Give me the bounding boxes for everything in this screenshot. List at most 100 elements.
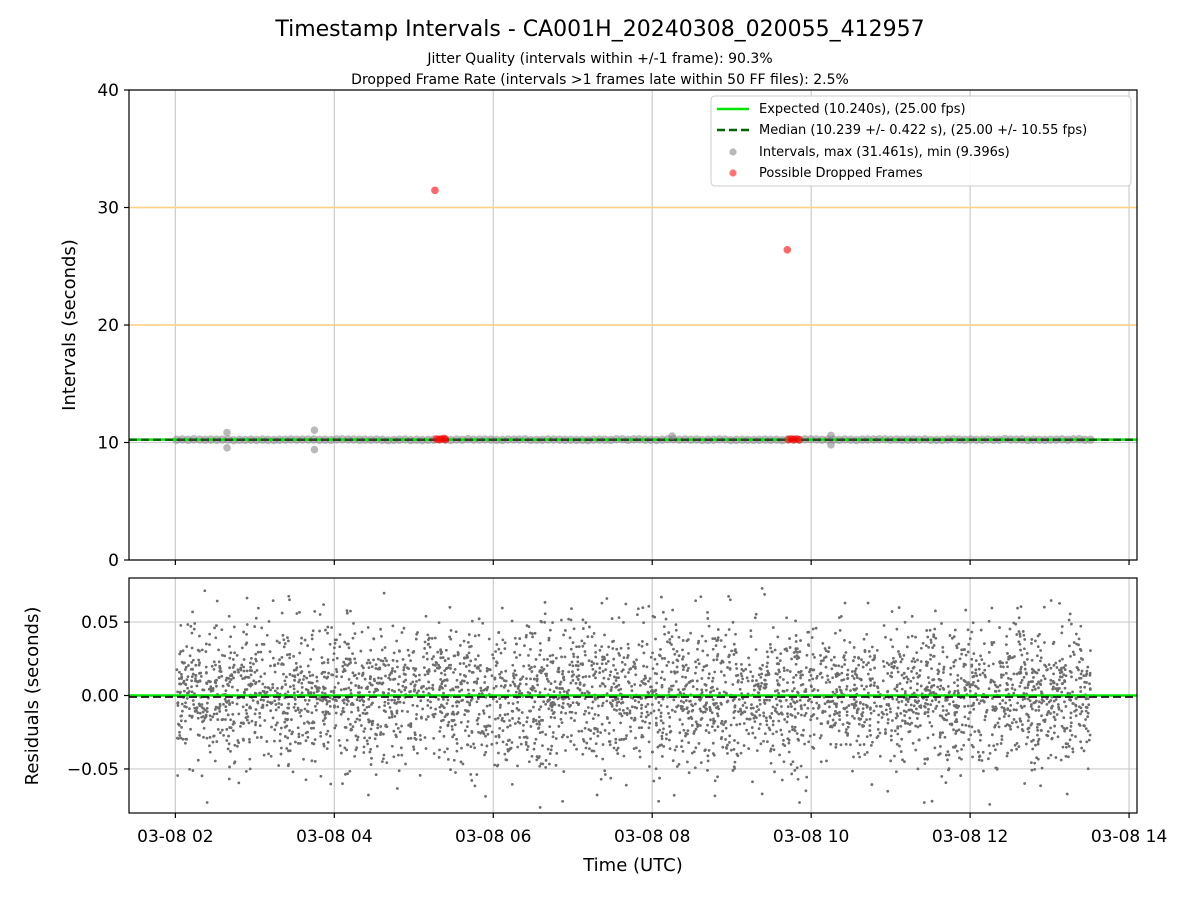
residual-point <box>1035 756 1038 759</box>
residual-point <box>220 670 223 673</box>
residual-point <box>341 665 344 668</box>
residual-point <box>475 773 478 776</box>
residual-point <box>791 725 794 728</box>
residual-point <box>837 664 840 667</box>
residual-point <box>1084 718 1087 721</box>
x-tick-label: 03-08 06 <box>455 827 531 847</box>
residual-point <box>415 680 418 683</box>
residual-point <box>782 678 785 681</box>
residual-point <box>208 744 211 747</box>
residual-point <box>1024 668 1027 671</box>
residual-point <box>1024 686 1027 689</box>
residual-point <box>795 634 798 637</box>
residual-point <box>446 667 449 670</box>
residual-point <box>354 684 357 687</box>
residual-point <box>749 670 752 673</box>
residual-point <box>939 736 942 739</box>
residual-point <box>920 660 923 663</box>
residual-point <box>575 748 578 751</box>
residual-point <box>495 643 498 646</box>
residual-point <box>949 634 952 637</box>
residual-point <box>253 671 256 674</box>
residual-point <box>507 702 510 705</box>
interval-outlier-point <box>668 432 676 440</box>
residual-point <box>1001 735 1004 738</box>
residual-point <box>282 634 285 637</box>
residual-point <box>876 685 879 688</box>
residual-point <box>998 689 1001 692</box>
residual-point <box>807 643 810 646</box>
residual-point <box>796 657 799 660</box>
residual-point <box>382 757 385 760</box>
residual-point <box>623 656 626 659</box>
residual-point <box>867 602 870 605</box>
residual-point <box>765 716 768 719</box>
residual-point <box>838 718 841 721</box>
residual-point <box>832 719 835 722</box>
residual-point <box>471 731 474 734</box>
residual-point <box>647 680 650 683</box>
residual-point <box>330 626 333 629</box>
residual-point <box>215 685 218 688</box>
residual-point <box>1040 679 1043 682</box>
residual-point <box>1012 692 1015 695</box>
residual-point <box>1019 635 1022 638</box>
residual-point <box>991 733 994 736</box>
residual-point <box>499 714 502 717</box>
residual-point <box>670 670 673 673</box>
residual-point <box>375 733 378 736</box>
residual-point <box>549 629 552 632</box>
residual-point <box>687 652 690 655</box>
residual-point <box>385 761 388 764</box>
residual-point <box>495 685 498 688</box>
residual-point <box>240 674 243 677</box>
residual-point <box>962 731 965 734</box>
residual-point <box>711 686 714 689</box>
residual-point <box>657 709 660 712</box>
residual-point <box>513 651 516 654</box>
residual-point <box>402 669 405 672</box>
residual-point <box>198 661 201 664</box>
residual-point <box>1057 735 1060 738</box>
residual-point <box>1006 683 1009 686</box>
residual-point <box>305 739 308 742</box>
residual-point <box>348 678 351 681</box>
residual-point <box>205 672 208 675</box>
residual-point <box>452 671 455 674</box>
residual-point <box>984 674 987 677</box>
residual-point <box>805 666 808 669</box>
residual-point <box>1012 621 1015 624</box>
residual-point <box>209 751 212 754</box>
residual-point <box>187 664 190 667</box>
residual-point <box>905 710 908 713</box>
residual-point <box>920 685 923 688</box>
residual-point <box>346 698 349 701</box>
residual-point <box>954 720 957 723</box>
residual-point <box>532 718 535 721</box>
residual-point <box>903 714 906 717</box>
residual-point <box>417 690 420 693</box>
residual-point <box>634 699 637 702</box>
residual-point <box>879 755 882 758</box>
residual-point <box>900 661 903 664</box>
residual-point <box>318 687 321 690</box>
residual-point <box>441 681 444 684</box>
residual-point <box>180 714 183 717</box>
residual-point <box>953 704 956 707</box>
residual-point <box>681 723 684 726</box>
residual-point <box>845 651 848 654</box>
residual-point <box>754 736 757 739</box>
residual-point <box>256 736 259 739</box>
residual-point <box>362 673 365 676</box>
residual-point <box>1028 716 1031 719</box>
residual-point <box>803 714 806 717</box>
residual-point <box>269 709 272 712</box>
residual-point <box>1008 655 1011 658</box>
residual-point <box>489 704 492 707</box>
residual-point <box>1082 674 1085 677</box>
residual-point <box>717 636 720 639</box>
residual-point <box>562 706 565 709</box>
residual-point <box>701 635 704 638</box>
residual-point <box>1053 731 1056 734</box>
residual-point <box>988 620 991 623</box>
